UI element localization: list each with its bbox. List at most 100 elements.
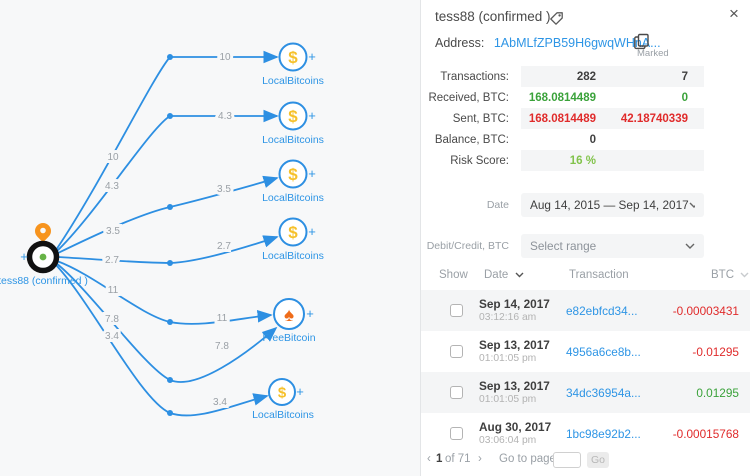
edge-amount-label: 11: [108, 285, 119, 296]
row-checkbox[interactable]: [450, 427, 463, 440]
node-localbitcoins-6[interactable]: $ + LocalBitcoins: [252, 378, 314, 421]
edge-waypoint[interactable]: [167, 319, 173, 325]
stat-value: 282: [576, 70, 596, 83]
date-range-dropdown[interactable]: Aug 14, 2015 — Sep 14, 2017: [521, 193, 704, 217]
node-localbitcoins-1[interactable]: $ + LocalBitcoins: [262, 42, 324, 88]
date-range-value: Aug 14, 2015 — Sep 14, 2017: [530, 198, 689, 212]
page-count: of 71: [445, 453, 471, 465]
marked-column-header: Marked: [637, 48, 669, 59]
edge-freebitcoin-2[interactable]: [55, 262, 278, 383]
stat-label: Received, BTC:: [428, 91, 509, 104]
node-label: LocalBitcoins: [262, 134, 324, 146]
edge-waypoint[interactable]: [167, 54, 173, 60]
edge-freebitcoin-1[interactable]: [56, 260, 273, 325]
node-localbitcoins-3[interactable]: $ + LocalBitcoins: [262, 159, 324, 205]
stat-label: Sent, BTC:: [452, 112, 509, 125]
edge-waypoint[interactable]: [167, 410, 173, 416]
node-localbitcoins-4[interactable]: $ + LocalBitcoins: [262, 217, 324, 263]
stat-value-marked: 7: [681, 70, 688, 83]
tx-date: Sep 13, 2017: [479, 338, 550, 352]
edge-waypoint[interactable]: [167, 377, 173, 383]
go-button[interactable]: Go: [587, 452, 610, 468]
edge-waypoint[interactable]: [167, 260, 173, 266]
sort-chevron-icon: [740, 272, 749, 278]
transactions-table-header: Show Date Transaction BTC: [421, 266, 750, 286]
source-node-tess88[interactable]: + tess88 (confirmed ): [0, 223, 88, 287]
tx-hash-link[interactable]: e82ebfcd34...: [566, 304, 638, 318]
edge-amount-label: 11: [217, 313, 228, 324]
edge-waypoint[interactable]: [167, 204, 173, 210]
node-label: LocalBitcoins: [262, 250, 324, 262]
dollar-icon: $: [278, 385, 287, 402]
tx-amount: 0.01295: [696, 386, 739, 400]
edge-localbitcoins-1[interactable]: [55, 50, 279, 251]
panel-title: tess88 (confirmed ): [435, 9, 551, 24]
tag-icon[interactable]: [549, 11, 564, 31]
address-link[interactable]: 1AbMLfZPB59H6gwqWHnA...: [493, 36, 661, 50]
debit-credit-dropdown[interactable]: Select range: [521, 234, 704, 258]
expand-button[interactable]: +: [308, 108, 316, 123]
column-header-date[interactable]: Date: [484, 269, 524, 281]
expand-button[interactable]: +: [308, 224, 316, 239]
stat-row-risk-score: Risk Score: 16 %: [421, 150, 750, 171]
row-checkbox[interactable]: [450, 345, 463, 358]
column-header-transaction: Transaction: [569, 269, 629, 281]
edge-localbitcoins-2[interactable]: [55, 109, 279, 253]
stat-value: 0: [589, 133, 596, 146]
stats-table: Transactions: 282 7 Received, BTC: 168.0…: [421, 66, 750, 171]
expand-button[interactable]: +: [308, 49, 316, 64]
sort-chevron-icon: [515, 272, 523, 278]
node-localbitcoins-2[interactable]: $ + LocalBitcoins: [262, 101, 324, 147]
stat-row-received: Received, BTC: 168.0814489 0: [421, 87, 750, 108]
stat-label: Risk Score:: [450, 154, 509, 167]
transactions-list: Sep 14, 2017 03:12:16 am e82ebfcd34... -…: [421, 290, 750, 454]
tx-amount: -0.00015768: [672, 427, 739, 441]
expand-button[interactable]: +: [308, 166, 316, 181]
spade-icon: ♠: [284, 305, 294, 326]
tx-time: 03:06:04 pm: [479, 435, 537, 446]
prev-page-icon[interactable]: ‹: [427, 453, 431, 465]
stat-label: Transactions:: [440, 70, 509, 83]
edge-amount-label: 2.7: [217, 241, 231, 252]
stat-value: 168.0814489: [528, 91, 596, 104]
edge-waypoint[interactable]: [167, 113, 173, 119]
transaction-row: Sep 13, 2017 01:01:05 pm 4956a6ce8b... -…: [421, 331, 750, 372]
graph-canvas[interactable]: 10 4.3 3.5 2.7 11 7.8 3.4 10 4.3 3.5 2.7…: [0, 0, 420, 476]
edge-localbitcoins-6[interactable]: [54, 263, 269, 417]
column-header-show: Show: [439, 269, 468, 281]
row-checkbox[interactable]: [450, 304, 463, 317]
node-label: FreeBitcoin: [262, 332, 315, 344]
dollar-icon: $: [288, 165, 298, 184]
address-row: Address: 1AbMLfZPB59H6gwqWHnA...: [435, 36, 661, 50]
tx-time: 03:12:16 am: [479, 312, 537, 323]
address-details-panel: tess88 (confirmed ) × Address: 1AbMLfZPB…: [420, 0, 750, 476]
expand-button[interactable]: +: [296, 384, 304, 399]
goto-page-input[interactable]: [553, 452, 581, 468]
edge-amount-label: 3.5: [106, 226, 120, 237]
edge-localbitcoins-4[interactable]: [56, 235, 279, 264]
goto-page-label: Go to page: [499, 453, 556, 465]
column-header-btc[interactable]: BTC: [711, 269, 749, 281]
source-node-dot: [39, 253, 47, 261]
edge-amount-label: 10: [107, 152, 119, 163]
tx-hash-link[interactable]: 4956a6ce8b...: [566, 345, 641, 359]
current-page: 1: [436, 453, 443, 465]
tx-date: Sep 13, 2017: [479, 379, 550, 393]
tx-hash-link[interactable]: 1bc98e92b2...: [566, 427, 641, 441]
expand-left-button[interactable]: +: [20, 249, 28, 264]
stat-label: Balance, BTC:: [434, 133, 509, 146]
copy-icon[interactable]: [633, 33, 650, 55]
node-freebitcoin[interactable]: ♠ + FreeBitcoin: [262, 298, 316, 344]
stat-value-marked: 0: [681, 91, 688, 104]
tx-date: Aug 30, 2017: [479, 420, 552, 434]
edge-amount-label: 10: [219, 52, 231, 63]
row-checkbox[interactable]: [450, 386, 463, 399]
chevron-down-icon: [689, 202, 695, 208]
close-icon[interactable]: ×: [729, 4, 739, 23]
tx-hash-link[interactable]: 34dc36954a...: [566, 386, 641, 400]
tx-amount: -0.00003431: [672, 304, 739, 318]
stat-row-sent: Sent, BTC: 168.0814489 42.18740339: [421, 108, 750, 129]
expand-button[interactable]: +: [306, 306, 314, 321]
next-page-icon[interactable]: ›: [478, 453, 482, 465]
